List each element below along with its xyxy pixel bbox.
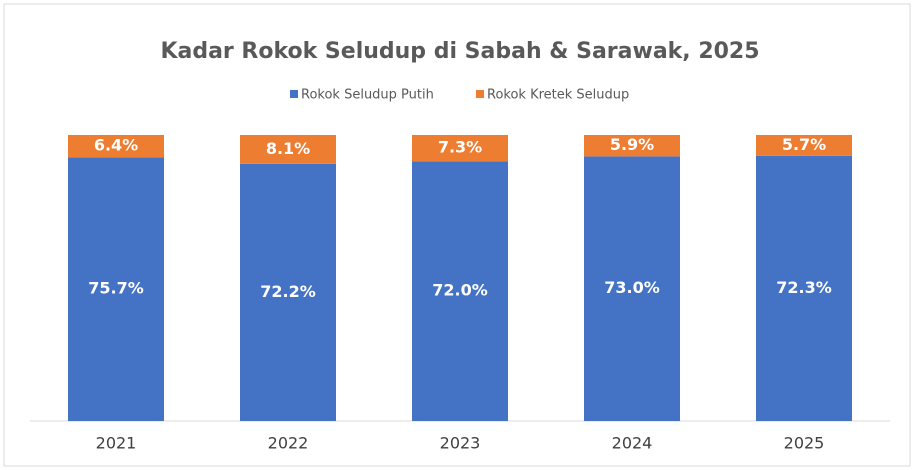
bar-segment bbox=[68, 157, 164, 421]
data-label: 6.4% bbox=[94, 136, 138, 155]
legend-swatch bbox=[476, 90, 484, 98]
data-label: 72.3% bbox=[776, 278, 832, 297]
bar-segment bbox=[756, 135, 852, 156]
data-label: 8.1% bbox=[266, 139, 310, 158]
bar-segment bbox=[584, 156, 680, 421]
chart-title: Kadar Rokok Seludup di Sabah & Sarawak, … bbox=[160, 39, 759, 64]
bar-segment bbox=[584, 135, 680, 157]
data-label: 5.9% bbox=[610, 135, 654, 154]
data-label: 72.0% bbox=[432, 281, 488, 300]
x-tick-label: 2024 bbox=[612, 434, 653, 453]
legend-label: Rokok Kretek Seludup bbox=[487, 88, 629, 103]
data-label: 75.7% bbox=[88, 279, 144, 298]
legend-label: Rokok Seludup Putih bbox=[301, 88, 434, 103]
x-tick-label: 2021 bbox=[96, 434, 137, 453]
data-label: 73.0% bbox=[604, 278, 660, 297]
x-tick-label: 2022 bbox=[268, 434, 309, 453]
data-label: 7.3% bbox=[438, 138, 482, 157]
data-label: 5.7% bbox=[782, 135, 826, 154]
legend-swatch bbox=[290, 90, 298, 98]
data-label: 72.2% bbox=[260, 282, 316, 301]
bar-segment bbox=[756, 155, 852, 421]
x-tick-label: 2025 bbox=[784, 434, 825, 453]
bar-segment bbox=[240, 163, 336, 422]
x-tick-label: 2023 bbox=[440, 434, 481, 453]
bar-segment bbox=[412, 161, 508, 421]
bar-segment bbox=[240, 135, 336, 164]
bar-segment bbox=[412, 135, 508, 162]
bar-segment bbox=[68, 135, 164, 158]
